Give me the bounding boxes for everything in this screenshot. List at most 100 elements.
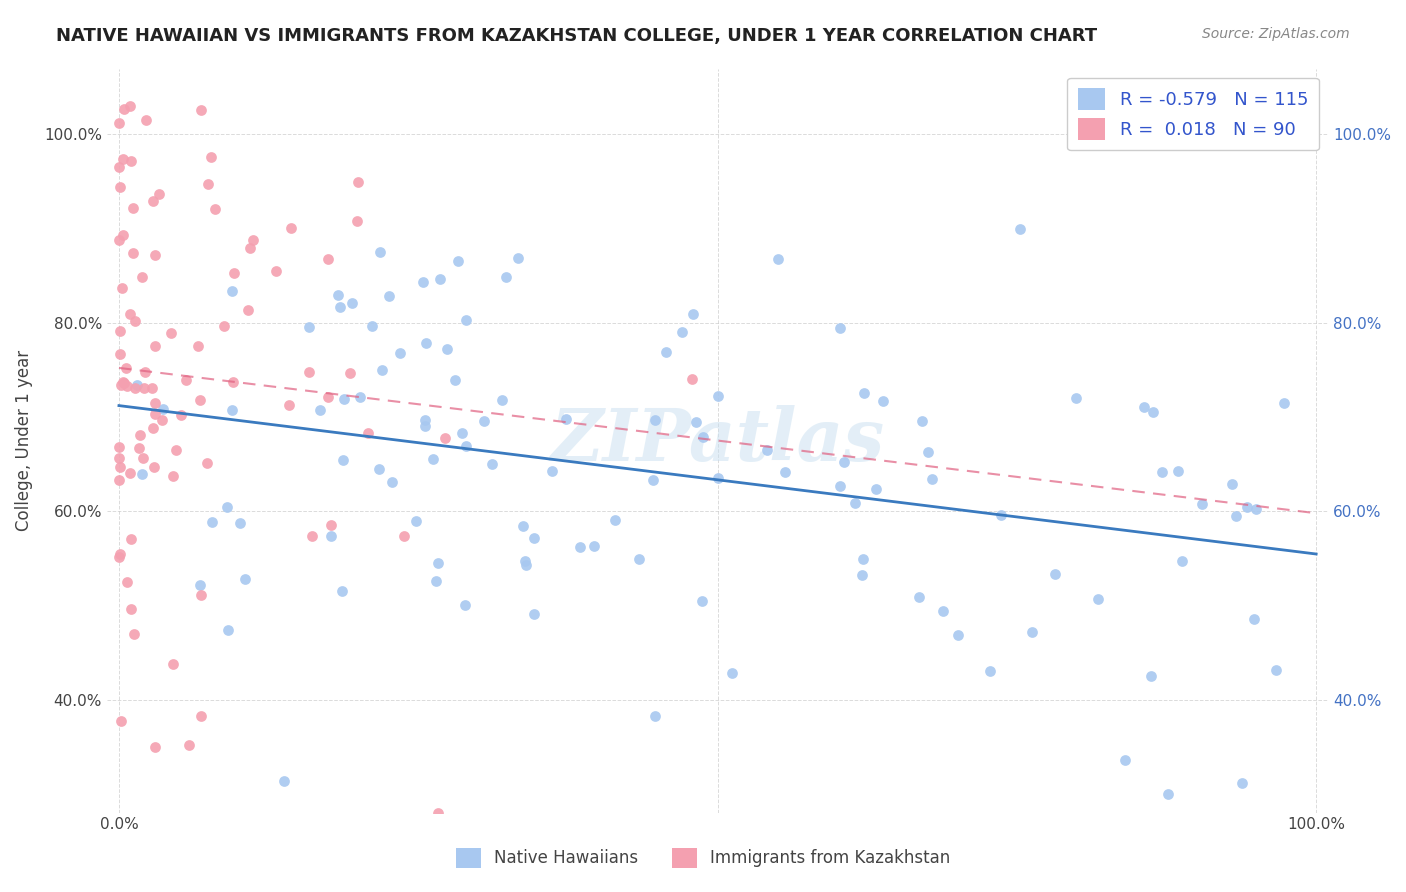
Y-axis label: College, Under 1 year: College, Under 1 year xyxy=(15,350,32,531)
Point xyxy=(1243,612,1265,626)
Point xyxy=(472,414,495,428)
Point xyxy=(108,550,131,565)
Point xyxy=(692,430,714,444)
Point xyxy=(319,517,342,532)
Point xyxy=(1167,464,1189,478)
Point xyxy=(554,412,576,426)
Point xyxy=(115,360,138,375)
Point xyxy=(330,583,353,598)
Point xyxy=(110,377,132,392)
Point xyxy=(111,153,134,167)
Point xyxy=(143,740,166,755)
Point xyxy=(124,381,146,395)
Point xyxy=(201,515,224,529)
Text: Source: ZipAtlas.com: Source: ZipAtlas.com xyxy=(1202,27,1350,41)
Point xyxy=(1225,509,1247,524)
Text: NATIVE HAWAIIAN VS IMMIGRANTS FROM KAZAKHSTAN COLLEGE, UNDER 1 YEAR CORRELATION : NATIVE HAWAIIAN VS IMMIGRANTS FROM KAZAK… xyxy=(56,27,1097,45)
Point xyxy=(120,99,142,113)
Point xyxy=(415,336,437,351)
Point xyxy=(112,376,135,391)
Point xyxy=(405,514,427,528)
Point xyxy=(108,440,131,454)
Point xyxy=(143,248,166,262)
Point xyxy=(1272,395,1295,409)
Point xyxy=(190,103,212,118)
Point xyxy=(454,599,477,613)
Point xyxy=(655,344,678,359)
Point xyxy=(145,396,167,410)
Point xyxy=(367,462,389,476)
Point xyxy=(143,339,166,353)
Point xyxy=(152,401,174,416)
Point xyxy=(721,665,744,680)
Point xyxy=(1021,624,1043,639)
Point xyxy=(111,375,134,389)
Point xyxy=(523,607,546,621)
Point xyxy=(221,403,243,417)
Point xyxy=(177,738,200,752)
Point xyxy=(605,513,627,527)
Point xyxy=(222,266,245,280)
Point xyxy=(1114,753,1136,767)
Point xyxy=(436,343,458,357)
Point xyxy=(339,367,361,381)
Point xyxy=(128,428,150,442)
Point xyxy=(1045,566,1067,581)
Point xyxy=(165,442,187,457)
Point xyxy=(425,574,447,589)
Point xyxy=(346,175,368,189)
Point xyxy=(1140,668,1163,682)
Point xyxy=(349,390,371,404)
Point xyxy=(150,413,173,427)
Point xyxy=(111,281,134,295)
Point xyxy=(124,314,146,328)
Legend: R = -0.579   N = 115, R =  0.018   N = 90: R = -0.579 N = 115, R = 0.018 N = 90 xyxy=(1067,78,1319,151)
Point xyxy=(204,202,226,217)
Point xyxy=(1191,497,1213,511)
Point xyxy=(110,714,132,728)
Point xyxy=(707,470,730,484)
Point xyxy=(454,313,477,327)
Point xyxy=(523,531,546,545)
Point xyxy=(685,415,707,429)
Point xyxy=(342,296,364,310)
Point xyxy=(865,482,887,496)
Point xyxy=(768,252,790,267)
Point xyxy=(828,479,851,493)
Point xyxy=(309,402,332,417)
Point xyxy=(378,288,401,302)
Point xyxy=(195,456,218,470)
Point xyxy=(120,533,142,547)
Point xyxy=(690,594,713,608)
Point xyxy=(332,453,354,467)
Point xyxy=(851,567,873,582)
Point xyxy=(221,285,243,299)
Point xyxy=(773,466,796,480)
Point xyxy=(132,381,155,395)
Point xyxy=(681,372,703,386)
Point xyxy=(108,234,131,248)
Point xyxy=(450,425,472,440)
Point xyxy=(481,457,503,471)
Legend: Native Hawaiians, Immigrants from Kazakhstan: Native Hawaiians, Immigrants from Kazakh… xyxy=(449,841,957,875)
Point xyxy=(162,468,184,483)
Point xyxy=(190,588,212,602)
Point xyxy=(108,451,131,466)
Point xyxy=(122,627,145,641)
Point xyxy=(515,558,537,573)
Point xyxy=(118,307,141,321)
Point xyxy=(316,252,339,266)
Point xyxy=(852,551,875,566)
Point xyxy=(108,324,131,338)
Point xyxy=(979,664,1001,678)
Point xyxy=(1236,500,1258,514)
Point xyxy=(298,320,321,334)
Point xyxy=(128,441,150,455)
Point xyxy=(1244,502,1267,516)
Point xyxy=(346,214,368,228)
Point xyxy=(1232,776,1254,790)
Point xyxy=(242,233,264,247)
Point xyxy=(162,657,184,671)
Point xyxy=(142,421,165,435)
Point xyxy=(120,154,142,169)
